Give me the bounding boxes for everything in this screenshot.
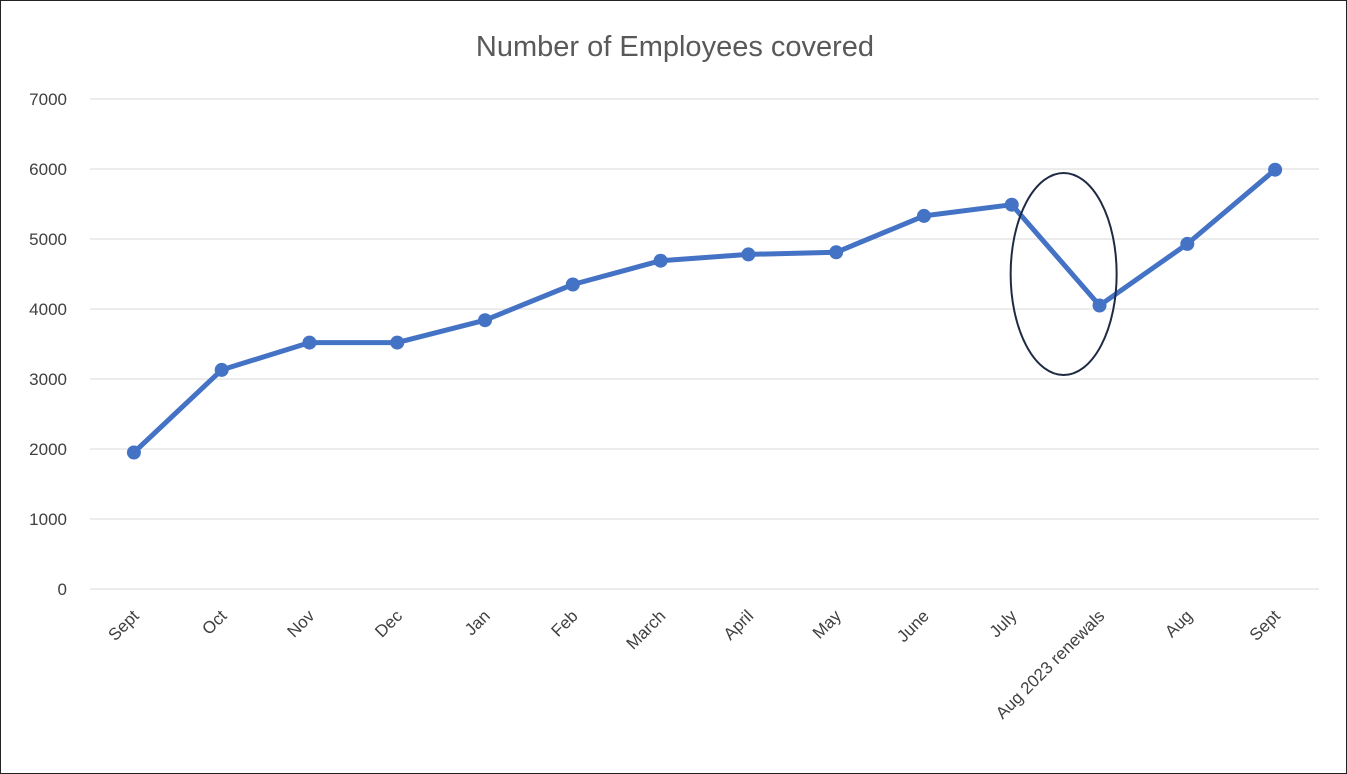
- y-tick-label: 5000: [29, 230, 67, 249]
- x-tick-label: Jan: [461, 606, 494, 639]
- y-axis-tick-labels: 0 1000 2000 3000 4000 5000 6000 7000: [29, 90, 67, 599]
- grid-lines: [90, 98, 1319, 590]
- y-tick-label: 4000: [29, 300, 67, 319]
- y-tick-label: 7000: [29, 90, 67, 109]
- data-point: [829, 245, 844, 260]
- chart-title: Number of Employees covered: [476, 31, 874, 63]
- data-point: [916, 208, 931, 223]
- x-tick-label: May: [809, 606, 845, 642]
- y-tick-label: 2000: [29, 440, 67, 459]
- data-point: [1092, 298, 1107, 313]
- data-point: [302, 335, 317, 350]
- x-tick-label: Nov: [283, 606, 318, 641]
- x-tick-label: Sept: [1246, 606, 1284, 644]
- data-point: [1268, 162, 1283, 177]
- x-tick-label: June: [893, 606, 933, 646]
- data-point: [126, 445, 141, 460]
- y-tick-label: 0: [58, 580, 67, 599]
- x-tick-label: Aug: [1161, 606, 1196, 641]
- data-point: [653, 253, 668, 268]
- highlight-ellipse: [1009, 172, 1118, 376]
- x-tick-label: July: [986, 606, 1021, 641]
- data-point: [1004, 197, 1019, 212]
- series-layer: [126, 162, 1283, 460]
- x-tick-label: Feb: [547, 606, 581, 640]
- y-tick-label: 6000: [29, 160, 67, 179]
- x-tick-label: April: [720, 606, 757, 643]
- x-axis-tick-labels: Sept Oct Nov Dec Jan Feb March April May June July…: [105, 606, 1285, 723]
- data-point: [741, 247, 756, 262]
- series-line: [131, 167, 1278, 455]
- x-tick-label: Dec: [371, 606, 406, 641]
- data-point: [1180, 236, 1195, 251]
- y-tick-label: 3000: [29, 370, 67, 389]
- x-tick-label: March: [623, 606, 670, 653]
- data-point: [565, 277, 580, 292]
- y-tick-label: 1000: [29, 510, 67, 529]
- data-point: [390, 335, 405, 350]
- x-tick-label: Oct: [198, 606, 230, 638]
- annotation-layer: [1009, 172, 1118, 376]
- x-tick-label: Sept: [105, 606, 143, 644]
- data-point: [214, 362, 229, 377]
- data-point: [478, 313, 493, 328]
